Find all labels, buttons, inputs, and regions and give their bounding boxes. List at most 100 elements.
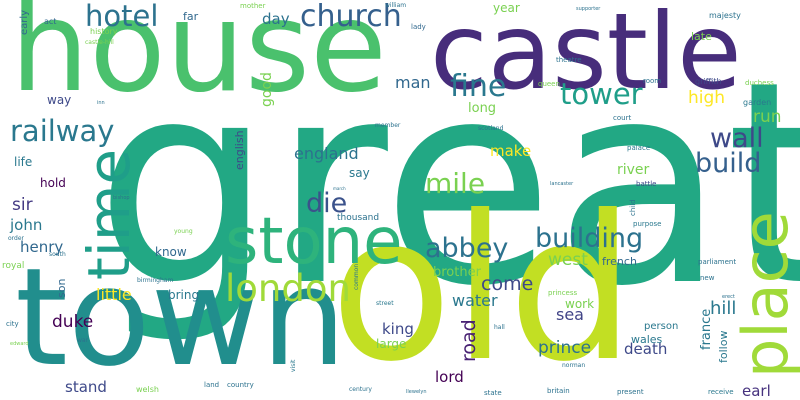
word-history: history xyxy=(90,27,118,36)
word-march: march xyxy=(333,186,346,191)
word-hotel: hotel xyxy=(85,0,159,33)
word-come: come xyxy=(481,273,534,295)
word-child: child xyxy=(629,199,637,216)
word-place: place xyxy=(729,211,800,378)
word-high: high xyxy=(688,88,726,108)
word-long: long xyxy=(468,101,497,116)
word-welsh: welsh xyxy=(136,385,159,394)
word-water: water xyxy=(452,291,498,310)
word-south: south xyxy=(49,251,66,258)
word-inn: inn xyxy=(97,100,105,106)
word-act: act xyxy=(44,17,57,26)
word-majesty: majesty xyxy=(709,11,741,20)
word-france: france xyxy=(699,308,714,350)
word-run: run xyxy=(753,107,782,127)
word-century: century xyxy=(349,386,372,393)
word-parliament: parliament xyxy=(698,258,737,266)
word-theatre: theatre xyxy=(556,56,582,64)
word-member: member xyxy=(375,122,401,129)
word-land: land xyxy=(204,381,220,389)
word-die: die xyxy=(306,188,348,219)
word-death: death xyxy=(624,340,668,358)
word-new: new xyxy=(700,274,715,282)
word-common: common xyxy=(353,263,360,290)
word-lord: lord xyxy=(435,368,464,386)
word-order: order xyxy=(8,235,24,242)
word-court: court xyxy=(613,114,632,122)
word-garden: garden xyxy=(743,98,772,107)
word-llewelyn: llewelyn xyxy=(406,389,427,395)
word-duchess: duchess xyxy=(745,79,774,87)
word-hold: hold xyxy=(40,176,66,190)
word-king: king xyxy=(382,320,414,338)
word-william: william xyxy=(385,2,407,9)
word-receive: receive xyxy=(708,388,734,396)
word-thousand: thousand xyxy=(337,213,380,223)
word-john: john xyxy=(10,216,43,234)
word-norman: norman xyxy=(562,362,586,369)
word-time: time xyxy=(75,148,143,280)
word-house: house xyxy=(10,0,387,120)
word-road: road xyxy=(458,319,480,362)
word-west: west xyxy=(548,250,588,270)
word-lancaster: lancaster xyxy=(550,181,574,187)
word-tower: tower xyxy=(560,77,643,111)
word-erect: erect xyxy=(722,294,735,300)
word-mile: mile xyxy=(425,167,486,200)
word-large: large xyxy=(376,337,407,351)
word-fine: fine xyxy=(450,69,507,104)
word-earl: earl xyxy=(742,382,771,400)
word-stone: stone xyxy=(225,205,403,279)
word-young: young xyxy=(174,228,193,235)
word-late: late xyxy=(691,30,712,43)
word-know: know xyxy=(155,245,187,259)
word-follow: follow xyxy=(717,330,730,363)
word-river: river xyxy=(617,162,650,178)
word-battle: battle xyxy=(636,180,657,188)
word-little: little xyxy=(96,285,132,304)
word-good: good xyxy=(259,72,275,107)
word-queen: queen xyxy=(538,80,560,88)
word-visit: visit xyxy=(290,359,297,372)
word-room: room xyxy=(643,77,662,85)
word-early: early xyxy=(19,9,30,35)
word-country: country xyxy=(227,381,254,389)
word-way: way xyxy=(47,93,72,107)
word-birmingham: birmingham xyxy=(137,277,174,284)
word-london: london xyxy=(225,267,351,310)
word-griffith: griffith xyxy=(695,77,722,86)
word-sir: sir xyxy=(12,195,33,215)
word-england: england xyxy=(294,144,359,163)
word-make: make xyxy=(490,142,532,160)
word-far: far xyxy=(183,10,199,23)
word-street: street xyxy=(376,300,394,307)
word-britain: britain xyxy=(547,387,570,395)
word-castle-hill: castle-hill xyxy=(85,39,114,46)
word-english: english xyxy=(233,130,246,170)
word-old: old xyxy=(330,173,635,400)
word-life: life xyxy=(14,155,33,169)
word-day: day xyxy=(262,10,290,28)
word-henry: henry xyxy=(20,238,64,256)
word-town: town xyxy=(15,239,347,396)
word-hill: hill xyxy=(710,298,737,319)
word-building: building xyxy=(535,223,644,254)
word-church: church xyxy=(300,0,402,34)
word-work: work xyxy=(565,297,595,311)
word-prince: prince xyxy=(538,338,592,358)
word-stand: stand xyxy=(65,378,107,396)
word-french: french xyxy=(602,255,637,268)
word-railway: railway xyxy=(10,114,115,148)
word-year: year xyxy=(493,1,520,15)
word-man: man xyxy=(395,73,431,92)
word-bishop: bishop xyxy=(113,195,130,201)
word-son: son xyxy=(55,278,68,298)
word-war: war xyxy=(77,337,89,344)
word-sea: sea xyxy=(556,305,584,324)
word-hall: hall xyxy=(494,324,505,331)
word-person: person xyxy=(644,321,679,332)
word-city: city xyxy=(6,320,19,328)
word-royal: royal xyxy=(2,261,25,271)
word-present: present xyxy=(617,388,644,396)
